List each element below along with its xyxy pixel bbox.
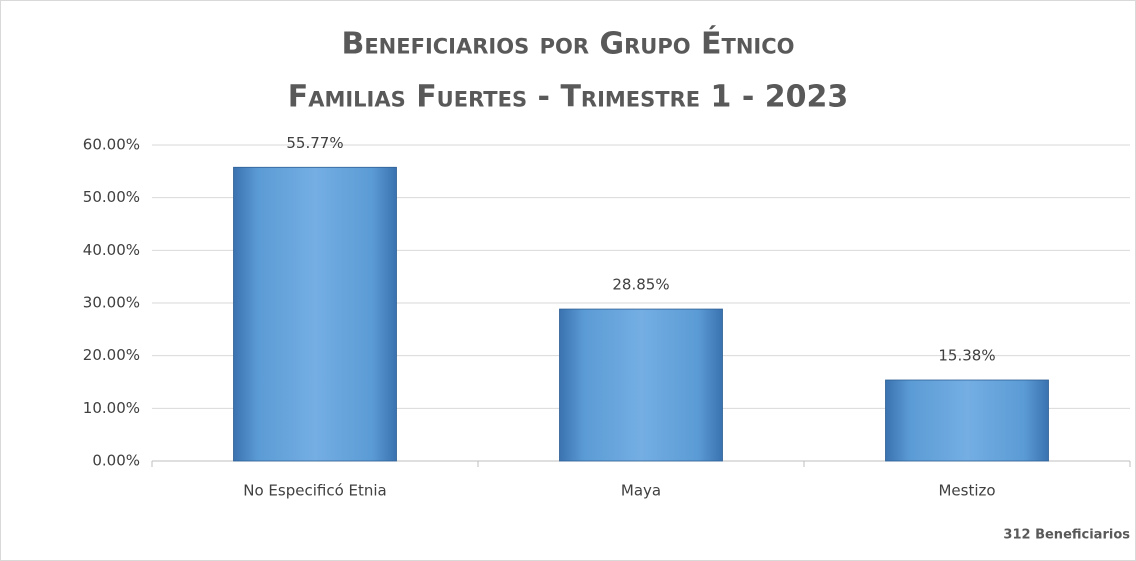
y-tick-label: 60.00% [83,136,140,154]
y-tick-label: 20.00% [83,346,140,364]
bar [559,308,723,462]
annotation: 312 Beneficiarios [1003,528,1130,543]
y-tick-label: 10.00% [83,399,140,417]
bar [885,379,1049,462]
chart-subtitle: Familias Fuertes - Trimestre 1 - 2023 [288,80,849,115]
data-label: 15.38% [938,346,995,364]
data-label: 28.85% [612,276,669,294]
y-tick-label: 40.00% [83,241,140,259]
x-tick-label: Maya [621,482,661,500]
bar [233,166,397,462]
y-tick-label: 0.00% [92,452,140,470]
data-label: 55.77% [286,134,343,152]
chart-title: Beneficiarios por Grupo Étnico [341,26,794,62]
x-tick-label: Mestizo [938,482,995,500]
y-tick-label: 30.00% [83,294,140,312]
x-tick-label: No Especificó Etnia [243,482,387,500]
y-tick-label: 50.00% [83,188,140,206]
